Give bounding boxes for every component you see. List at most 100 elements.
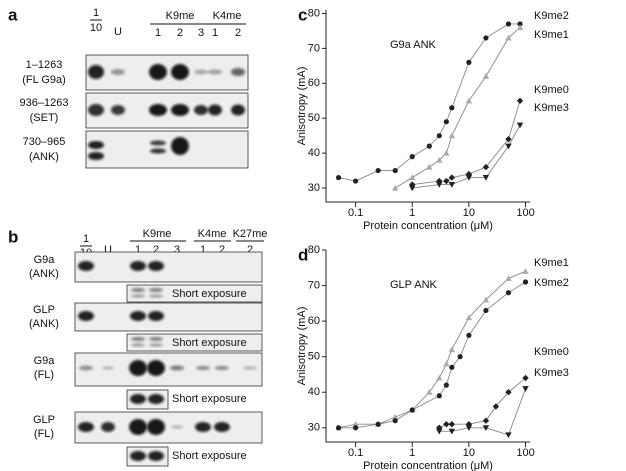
panel-label: c — [298, 5, 307, 24]
point — [375, 421, 381, 427]
lane-label: 1 — [135, 244, 141, 256]
x-tick-label: 0.1 — [348, 447, 363, 459]
row-label: (ANK) — [29, 318, 59, 330]
y-axis-label: Anisotropy (mA) — [296, 67, 308, 146]
y-tick-label: 40 — [308, 386, 320, 398]
lane-label: 2 — [177, 27, 183, 39]
blot — [85, 92, 249, 129]
band — [148, 451, 164, 461]
axis — [325, 250, 530, 443]
series-label: K9me1 — [534, 29, 569, 41]
band — [130, 451, 146, 461]
exposure-label: Short exposure — [172, 337, 247, 349]
point — [465, 175, 473, 181]
point — [465, 425, 473, 431]
group-label: K9me — [143, 228, 172, 240]
point — [443, 382, 449, 388]
lane-label: 2 — [235, 27, 241, 39]
point — [392, 418, 398, 424]
point — [516, 97, 524, 104]
y-tick-label: 80 — [308, 244, 320, 256]
bands — [78, 64, 257, 461]
band — [231, 68, 245, 76]
band — [149, 64, 167, 80]
point — [375, 167, 381, 174]
y-tick-label: 50 — [308, 351, 320, 363]
panel-label: d — [298, 245, 308, 264]
y-tick-label: 30 — [308, 182, 320, 194]
band — [149, 343, 163, 347]
point — [449, 364, 455, 370]
x-axis-label: Protein concentration (μM) — [363, 460, 493, 471]
point — [457, 354, 463, 360]
group-label: K27me — [233, 228, 268, 240]
group-label: K4me — [198, 228, 227, 240]
band — [149, 337, 163, 341]
series-label: K9me2 — [534, 10, 569, 22]
band — [88, 65, 104, 79]
y-tick-label: 80 — [308, 7, 320, 19]
point — [436, 428, 443, 435]
band — [149, 104, 167, 116]
band — [149, 294, 163, 298]
point — [448, 174, 456, 181]
point — [391, 413, 399, 420]
band — [78, 422, 94, 432]
band — [131, 337, 145, 341]
point — [353, 425, 359, 431]
band — [194, 69, 208, 75]
band — [147, 419, 165, 435]
point — [505, 21, 512, 27]
point — [482, 73, 490, 79]
point — [465, 97, 473, 104]
band — [78, 261, 94, 271]
x-tick-label: 10 — [463, 207, 475, 219]
row-label: (ANK) — [29, 268, 59, 280]
series-label: K9me0 — [534, 346, 569, 358]
point — [436, 393, 442, 399]
annotation: GLP ANK — [390, 279, 438, 291]
point — [522, 279, 529, 285]
group-label: K4me — [213, 10, 242, 22]
point — [522, 268, 529, 274]
band — [129, 360, 147, 376]
series-label: K9me2 — [534, 277, 569, 289]
point — [448, 421, 456, 428]
point — [483, 307, 489, 314]
lane-label: 3 — [198, 27, 204, 39]
lane-label: 10 — [90, 22, 102, 34]
band — [150, 140, 166, 146]
x-axis-label: Protein concentration (μM) — [363, 220, 493, 232]
series-label: K9me3 — [534, 102, 569, 114]
point — [505, 290, 512, 296]
x-tick-label: 10 — [463, 447, 475, 459]
blot — [85, 54, 249, 91]
point — [436, 181, 443, 188]
band — [171, 425, 183, 429]
band — [148, 394, 164, 404]
lane-label: 3 — [174, 244, 180, 256]
point — [443, 119, 449, 125]
band — [131, 294, 145, 298]
band — [195, 422, 211, 432]
point — [466, 59, 472, 65]
band — [79, 365, 93, 371]
row-label: (FL) — [34, 428, 54, 440]
point — [409, 185, 416, 192]
band — [88, 141, 104, 149]
band — [101, 422, 115, 432]
panel-label: a — [8, 5, 18, 24]
band — [215, 366, 229, 370]
axis — [325, 10, 530, 203]
panel-label: b — [8, 227, 18, 246]
blot — [74, 251, 263, 283]
row-label: (FL) — [34, 369, 54, 381]
y-tick-label: 30 — [308, 422, 320, 434]
band — [196, 366, 210, 370]
blot — [85, 130, 249, 169]
point — [426, 389, 433, 395]
y-tick-label: 70 — [308, 42, 320, 54]
point — [483, 35, 489, 41]
band — [147, 360, 165, 376]
point — [492, 403, 500, 410]
